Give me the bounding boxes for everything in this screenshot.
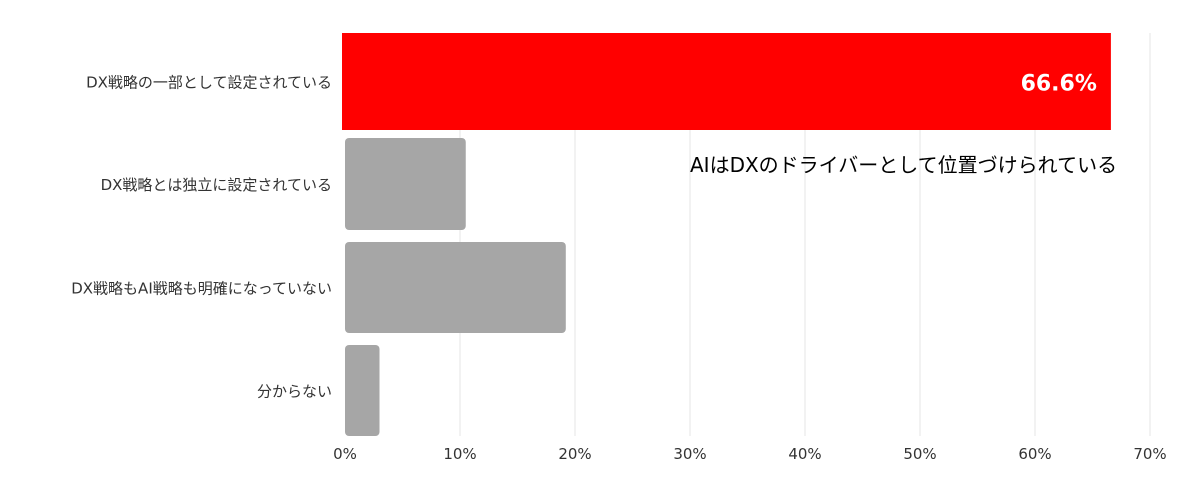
data-label: 66.6% [1021, 72, 1097, 97]
category-label: DX戦略の一部として設定されている [86, 74, 332, 92]
x-tick-label: 0% [333, 445, 357, 463]
annotation: AIはDXのドライバーとして位置づけられている [690, 153, 1117, 177]
bar [345, 242, 566, 333]
category-label: DX戦略もAI戦略も明確になっていない [71, 280, 332, 298]
bar [342, 33, 1111, 130]
category-label: DX戦略とは独立に設定されている [101, 176, 332, 194]
x-tick-label: 50% [903, 445, 936, 463]
bar [345, 138, 466, 230]
category-label: 分からない [257, 383, 332, 401]
x-tick-label: 60% [1018, 445, 1051, 463]
x-tick-label: 20% [558, 445, 591, 463]
bar [345, 345, 380, 436]
x-tick-label: 40% [788, 445, 821, 463]
x-tick-label: 30% [673, 445, 706, 463]
x-tick-label: 10% [443, 445, 476, 463]
x-tick-label: 70% [1133, 445, 1166, 463]
